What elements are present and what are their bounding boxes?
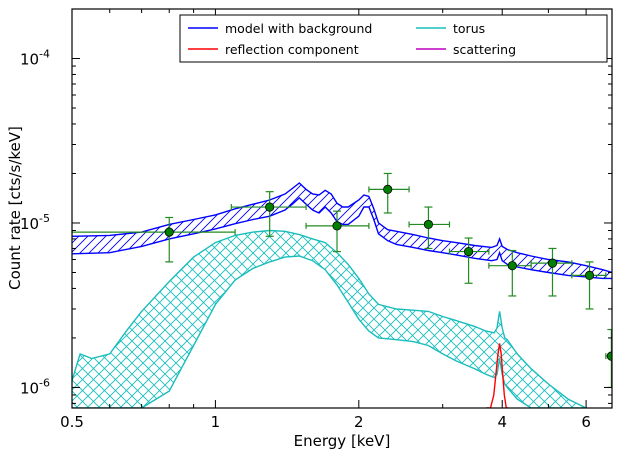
torus-band-upper (72, 229, 587, 408)
reflection-line-path (486, 343, 509, 408)
data-marker (265, 202, 275, 212)
model-band-upper (72, 182, 612, 274)
y-tick-label: 10-5 (20, 212, 50, 233)
legend-label-1: model with background (225, 21, 372, 36)
data-marker (507, 261, 517, 271)
plot-frame (71, 8, 613, 409)
x-tick-label: 1 (211, 413, 221, 431)
y-axis-label: Count rate [cts/s/keV] (6, 126, 24, 290)
data-point-9 (571, 261, 607, 310)
legend-label-3: reflection component (225, 42, 359, 57)
data-marker (423, 219, 434, 230)
model-band-fill (72, 183, 612, 279)
torus-band-lower (72, 255, 587, 408)
y-tick-label: 10-6 (20, 376, 50, 397)
legend-label-4: scattering (453, 42, 516, 57)
data-point-5 (408, 206, 451, 250)
data-point-3 (305, 210, 370, 253)
plot-area (72, 172, 612, 408)
axis-ticks: 0.5 1 2 4 6 10-6 10-5 10-4 (20, 8, 612, 431)
x-axis-label: Energy [keV] (294, 432, 391, 450)
data-marker (606, 351, 612, 361)
legend: model with background torus reflection com… (179, 14, 608, 63)
data-marker (463, 246, 474, 257)
model-band (72, 182, 612, 280)
data-point-6 (448, 237, 490, 284)
torus-band-fill (72, 230, 587, 408)
legend-label-2: torus (453, 21, 485, 36)
x-tick-label: 6 (581, 413, 591, 431)
model-band-lower (72, 196, 612, 280)
data-point-8 (530, 247, 573, 297)
reflection-line (486, 343, 509, 408)
x-tick-label: 2 (354, 413, 364, 431)
data-marker (383, 184, 393, 195)
data-marker (332, 221, 342, 231)
data-points (72, 172, 612, 389)
data-marker (164, 227, 174, 237)
data-point-2 (230, 191, 307, 237)
data-point-4 (368, 172, 410, 214)
y-tick-label: 10-4 (20, 48, 50, 69)
x-tick-label: 4 (497, 413, 507, 431)
x-tick-label: 0.5 (60, 413, 84, 431)
torus-band (72, 229, 587, 408)
data-point-7 (488, 249, 532, 297)
data-marker (547, 258, 558, 268)
data-marker (584, 270, 595, 281)
legend-box (179, 14, 608, 63)
data-point-1 (72, 216, 236, 263)
